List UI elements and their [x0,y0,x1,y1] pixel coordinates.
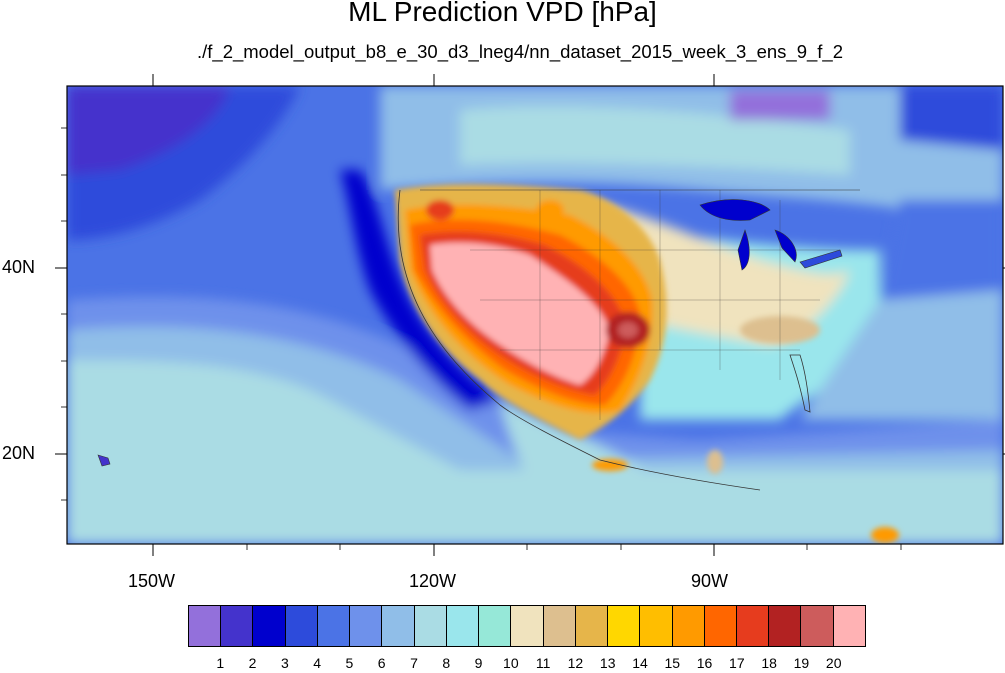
colorbar-swatch [189,606,222,646]
lat-label-40n: 40N [2,257,36,277]
colorbar-tick-label: 5 [345,655,354,671]
colorbar-swatch [608,606,641,646]
axis-ticks [55,74,1005,556]
colorbar-swatch [801,606,834,646]
colorbar-tick-label: 3 [280,655,289,671]
vpd-field [67,86,1003,544]
colorbar-swatch [833,606,865,646]
colorbar-swatch [414,606,447,646]
colorbar-tick-label: 4 [313,655,322,671]
colorbar-tick-label: 19 [793,655,810,671]
colorbar-tick-label: 12 [567,655,584,671]
colorbar-tick-label: 17 [729,655,745,671]
colorbar-swatch [350,606,383,646]
colorbar-tick-label: 6 [377,655,386,671]
colorbar-swatch [575,606,609,646]
colorbar-tick-label: 2 [248,655,257,671]
colorbar-tick-label: 9 [474,655,483,671]
colorbar-swatch [736,606,770,646]
colorbar-swatch [672,606,705,646]
colorbar-swatch [511,606,544,646]
colorbar [188,605,866,647]
colorbar-tick-label: 13 [599,655,616,671]
map-subtitle: ./f_2_model_output_b8_e_30_d3_lneg4/nn_d… [196,41,844,62]
colorbar-swatch [640,606,673,646]
lon-label-120w: 120W [409,571,457,591]
lat-label-20n: 20N [2,443,36,463]
vpd-map [55,74,1005,556]
lon-label-90w: 90W [691,571,729,591]
colorbar-tick-label: 11 [535,655,551,671]
lon-label-150w: 150W [128,571,176,591]
colorbar-tick-label: 20 [825,655,842,671]
colorbar-labels: 1 2 3 4 5 6 7 8 9 10 11 12 13 14 15 16 17 18 19 20 [0,655,1005,673]
colorbar-tick-label: 15 [664,655,681,671]
colorbar-swatch [446,606,480,646]
colorbar-tick-label: 1 [216,655,225,671]
colorbar-swatch [285,606,318,646]
colorbar-tick-label: 14 [632,655,648,671]
colorbar-swatch [479,606,512,646]
colorbar-tick-label: 16 [696,655,713,671]
colorbar-swatch [317,606,351,646]
colorbar-tick-label: 18 [761,655,777,671]
colorbar-swatch [543,606,576,646]
map-frame [66,85,1004,545]
map-title: ML Prediction VPD [hPa] [348,0,657,27]
colorbar-tick-label: 7 [410,655,418,671]
colorbar-swatch [253,606,286,646]
colorbar-tick-label: 10 [503,655,519,671]
colorbar-swatch [769,606,802,646]
colorbar-tick-label: 8 [442,655,451,671]
colorbar-swatch [704,606,737,646]
colorbar-swatch [221,606,254,646]
colorbar-swatch [382,606,415,646]
